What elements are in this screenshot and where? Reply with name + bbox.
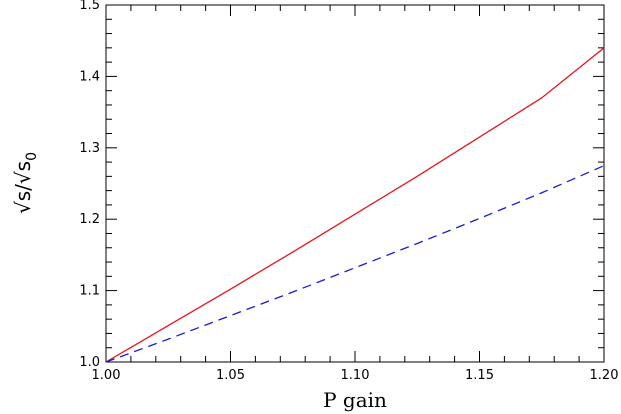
- x-tick-label: 1.20: [590, 368, 619, 383]
- y-tick-label: 1.4: [79, 69, 100, 84]
- y-axis-title-main: √s/√s: [11, 161, 35, 214]
- y-tick-label: 1.2: [79, 212, 100, 227]
- x-tick-label: 1.10: [341, 368, 370, 383]
- y-tick-label: 1.5: [79, 0, 100, 13]
- x-tick-label: 1.05: [216, 368, 245, 383]
- series-line-dashed: [105, 165, 605, 363]
- y-tick-label: 1.1: [79, 284, 100, 299]
- series-group: [105, 47, 605, 363]
- y-tick-label: 1.3: [79, 141, 100, 156]
- ticks: [105, 4, 605, 363]
- y-axis-title: √s/√s0: [11, 152, 40, 214]
- y-tick-label: 1.0: [79, 355, 100, 370]
- x-tick-label: 1.15: [465, 368, 494, 383]
- x-tick-label: 1.00: [92, 368, 121, 383]
- y-axis-title-subscript: 0: [24, 152, 40, 161]
- x-axis-title: P gain: [323, 388, 387, 412]
- plot-frame: [105, 4, 605, 363]
- series-line-solid: [105, 47, 605, 363]
- tick-labels: 1.00 1.05 1.10 1.15 1.20 1.0 1.1 1.2 1.3 1.4 1.5: [79, 0, 618, 383]
